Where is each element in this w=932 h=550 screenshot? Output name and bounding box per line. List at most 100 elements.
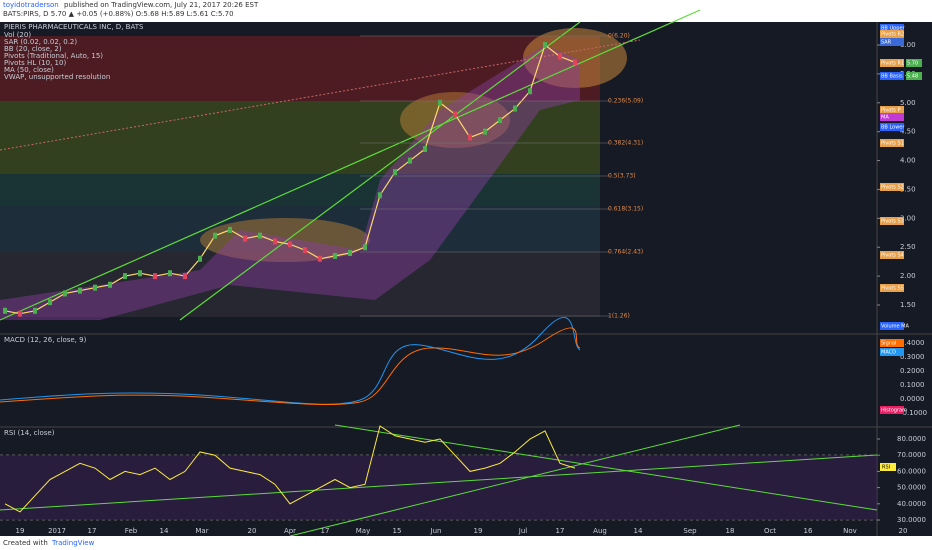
price-tag: [880, 106, 904, 114]
candle: [288, 241, 292, 248]
footer-created: Created with: [3, 539, 48, 547]
candle: [513, 105, 517, 112]
rsi-tick-label: 50.0000: [897, 484, 926, 492]
candle: [183, 273, 187, 280]
x-tick-label: 14: [634, 527, 643, 535]
candle: [453, 111, 457, 118]
indicator: Pivots HL (10, 10): [4, 59, 66, 67]
trend-line: [0, 39, 641, 151]
macd-title: MACD (12, 26, close, 9): [4, 336, 87, 344]
price-tick-label: 5.00: [900, 99, 916, 107]
quote: BATS:PIRS, D 5.70 ▲ +0.05 (+0.88%) O:5.6…: [3, 10, 234, 18]
candle: [393, 169, 397, 176]
bollinger: [0, 45, 580, 320]
candle: [348, 250, 352, 256]
candle: [438, 99, 442, 106]
fib-label: 1(1.26): [608, 313, 630, 320]
macd-tick-label: -0.1000: [900, 409, 927, 417]
price-tag-label: Pivots S1: [881, 141, 904, 147]
fib-label: 0.382(4.31): [608, 140, 643, 147]
price-tag-label: Pivots S4: [881, 253, 904, 259]
candle: [303, 247, 307, 254]
candle: [333, 252, 337, 259]
candle: [33, 307, 37, 314]
footer-brand: TradingView: [51, 539, 95, 547]
candle: [228, 226, 232, 233]
x-tick-label: Apr: [284, 527, 296, 535]
indicator: BB (20, close, 2): [4, 45, 62, 53]
rsi-tick-label: 80.0000: [897, 435, 926, 443]
x-tick-label: 18: [726, 527, 735, 535]
x-tick-label: Jul: [518, 527, 528, 535]
candle: [573, 59, 577, 66]
candle: [543, 42, 547, 48]
candle: [48, 299, 52, 306]
macd-tag: [880, 406, 904, 414]
macd-tag-label: Histogram: [881, 408, 907, 414]
rsi-tick-label: 60.0000: [897, 467, 926, 475]
zone: [0, 174, 600, 206]
price-tag: [880, 217, 904, 225]
x-tick-label: 2017: [48, 527, 66, 535]
candle: [483, 128, 487, 135]
price-tag-label: MA: [881, 115, 889, 121]
candle: [213, 232, 217, 239]
candle: [153, 273, 157, 280]
rsi-zone: [0, 455, 877, 520]
indicator: Pivots (Traditional, Auto, 15): [4, 52, 103, 60]
highlight: [523, 28, 627, 88]
price-tag: [880, 24, 904, 32]
price-tag: [880, 38, 904, 46]
price-tag-label: Pivots S3: [881, 219, 904, 225]
macd-tick-label: 0.2000: [900, 367, 925, 375]
price-tag: [880, 113, 904, 121]
signal-line: [0, 327, 581, 406]
price-tag: [880, 284, 904, 292]
x-tick-label: 20: [248, 527, 257, 535]
price-tag-label: Pivots P: [881, 108, 900, 114]
x-tick-label: 17: [556, 527, 565, 535]
fib-label: 0.764(2.43): [608, 249, 643, 256]
macd-tick-label: 0.3000: [900, 353, 925, 361]
price-title: PIERIS PHARMACEUTICALS INC, D, BATS: [4, 23, 144, 31]
indicator: Vol (20): [4, 31, 31, 39]
candle: [93, 284, 97, 291]
x-tick-label: 15: [393, 527, 402, 535]
candle: [258, 232, 262, 239]
macd-tick-label: 0.1000: [900, 381, 925, 389]
price-tick-label: 1.50: [900, 301, 916, 309]
candle: [18, 310, 22, 317]
trend-line: [334, 424, 878, 511]
macd-line: [0, 317, 581, 405]
x-tick-label: 16: [804, 527, 813, 535]
published: published on TradingView.com, July 21, 2…: [64, 1, 259, 9]
macd-tag: [880, 348, 904, 356]
price-tick-label: 2.00: [900, 272, 916, 280]
price-tag-label: BB Lower: [881, 125, 905, 131]
candle: [138, 270, 142, 277]
price-tick-label: 4.50: [900, 128, 916, 136]
price-tag-label: BB Basis: [881, 74, 903, 80]
price-tag-label: SAR: [881, 40, 892, 46]
price-tag-label: BB Upper: [881, 26, 906, 32]
indicator: MA (50, close): [4, 66, 54, 74]
rsi-tick-label: 30.0000: [897, 516, 926, 524]
candle: [498, 117, 502, 124]
candle: [63, 290, 67, 297]
candle: [378, 192, 382, 199]
candle: [318, 255, 322, 262]
x-tick-label: 17: [321, 527, 330, 535]
price-tick-label: 3.00: [900, 214, 916, 222]
x-tick-label: Aug: [593, 527, 607, 535]
price-tag-label: 5.48: [907, 74, 918, 80]
x-tick-label: 17: [88, 527, 97, 535]
price-tick-label: 2.50: [900, 243, 916, 251]
x-tick-label: Jun: [430, 527, 442, 535]
candle: [408, 157, 412, 164]
price-tag-label: 5.70: [907, 61, 918, 67]
candle: [198, 255, 202, 262]
price-tag-label: Pivots S2: [881, 185, 904, 191]
price-tag: [906, 72, 922, 80]
rsi-line: [4, 425, 576, 513]
